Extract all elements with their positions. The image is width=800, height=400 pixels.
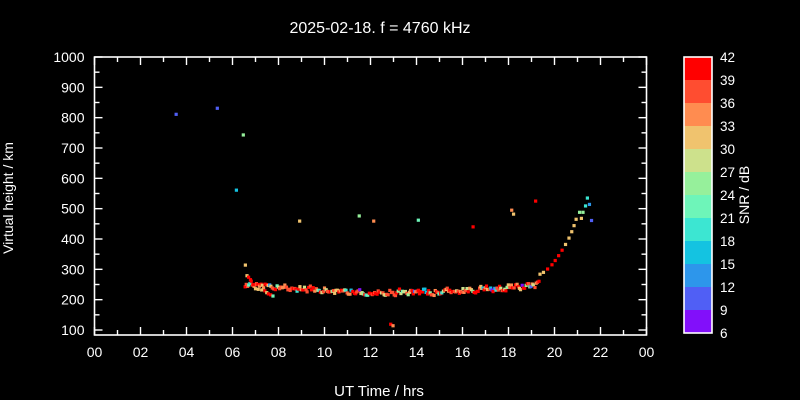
svg-text:00: 00 [87, 344, 103, 360]
svg-text:800: 800 [61, 110, 85, 126]
svg-text:10: 10 [317, 344, 333, 360]
svg-text:500: 500 [61, 201, 85, 217]
svg-text:300: 300 [61, 261, 85, 277]
svg-text:08: 08 [271, 344, 287, 360]
svg-text:30: 30 [720, 142, 735, 157]
svg-text:12: 12 [363, 344, 379, 360]
svg-text:UT Time / hrs: UT Time / hrs [334, 383, 424, 400]
svg-text:2025-02-18. f = 4760 kHz: 2025-02-18. f = 4760 kHz [289, 20, 470, 37]
svg-text:1000: 1000 [53, 49, 84, 65]
svg-text:14: 14 [409, 344, 425, 360]
svg-text:Virtual height / km: Virtual height / km [0, 142, 16, 254]
svg-text:600: 600 [61, 170, 85, 186]
svg-text:42: 42 [720, 50, 735, 65]
svg-text:22: 22 [593, 344, 609, 360]
svg-text:04: 04 [179, 344, 195, 360]
svg-text:21: 21 [720, 211, 735, 226]
svg-text:900: 900 [61, 79, 85, 95]
svg-text:15: 15 [720, 257, 735, 272]
svg-text:6: 6 [720, 326, 728, 341]
svg-text:12: 12 [720, 280, 735, 295]
svg-text:16: 16 [455, 344, 471, 360]
svg-text:24: 24 [720, 188, 736, 203]
svg-text:27: 27 [720, 165, 735, 180]
svg-text:36: 36 [720, 96, 735, 111]
svg-text:00: 00 [639, 344, 655, 360]
svg-text:02: 02 [133, 344, 149, 360]
svg-text:39: 39 [720, 73, 735, 88]
svg-text:18: 18 [501, 344, 517, 360]
svg-text:9: 9 [720, 303, 728, 318]
svg-text:700: 700 [61, 140, 85, 156]
svg-text:100: 100 [61, 322, 85, 338]
svg-text:400: 400 [61, 231, 85, 247]
svg-text:20: 20 [547, 344, 563, 360]
svg-text:33: 33 [720, 119, 735, 134]
svg-text:18: 18 [720, 234, 735, 249]
svg-text:SNR / dB: SNR / dB [736, 166, 752, 224]
svg-text:200: 200 [61, 292, 85, 308]
svg-text:06: 06 [225, 344, 241, 360]
